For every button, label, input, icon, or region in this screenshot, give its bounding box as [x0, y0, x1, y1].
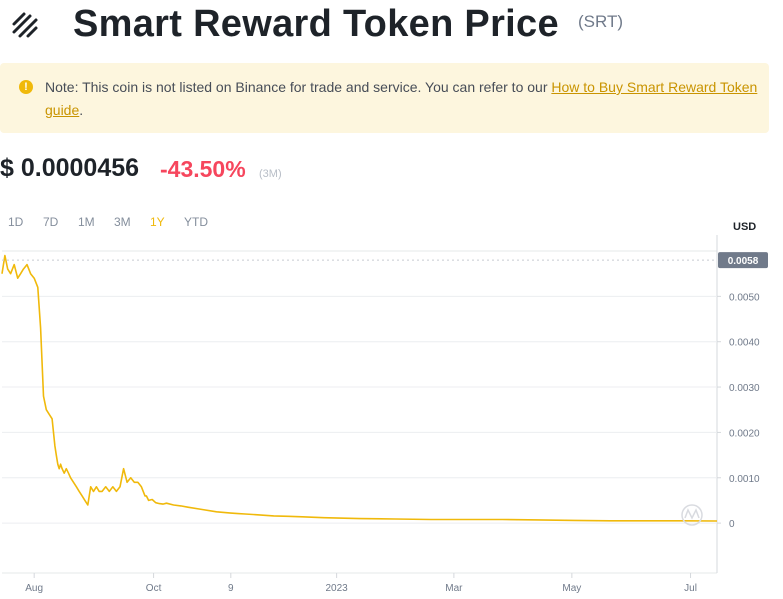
y-tick-label: 0 — [729, 519, 735, 530]
price-change-period: (3M) — [259, 168, 282, 180]
notice-banner — [0, 63, 769, 133]
x-tick-label: 9 — [228, 583, 234, 594]
x-tick-label: Mar — [445, 583, 463, 594]
binance-research-logo-icon[interactable] — [10, 10, 40, 40]
current-price-tag-label: 0.0058 — [728, 256, 759, 267]
price-chart[interactable]: USD 0.0050 0.0040 0.0030 0.0020 0.0010 0 Aug O… — [0, 205, 783, 599]
tab-3m[interactable]: 3M — [114, 215, 131, 229]
tab-1d[interactable]: 1D — [8, 215, 24, 229]
token-symbol: (SRT) — [578, 12, 624, 31]
x-axis-ticks: Aug Oct 9 2023 Mar May Jul — [25, 573, 697, 594]
chart-series — [1, 254, 718, 522]
y-axis-ticks: 0.0050 0.0040 0.0030 0.0020 0.0010 0 — [717, 292, 760, 530]
current-price-tag-bg — [718, 252, 768, 269]
y-tick-label: 0.0030 — [729, 383, 760, 394]
y-tick-label: 0.0010 — [729, 474, 760, 485]
tab-1m[interactable]: 1M — [78, 215, 95, 229]
x-tick-label: Jul — [684, 583, 697, 594]
price-change: -43.50% — [160, 156, 246, 182]
tab-1y[interactable]: 1Y — [150, 215, 165, 229]
x-tick-label: Aug — [25, 583, 43, 594]
notice-text: Note: This coin is not listed on Binance… — [45, 76, 765, 122]
y-axis-unit: USD — [733, 221, 756, 233]
x-tick-label: 2023 — [325, 583, 348, 594]
coinmarketcap-logo-icon — [681, 504, 703, 526]
page-title: Smart Reward Token Price — [73, 3, 559, 45]
current-price-tag: 0.0058 — [2, 252, 768, 269]
y-tick-label: 0.0050 — [729, 292, 760, 303]
y-tick-label: 0.0020 — [729, 428, 760, 439]
tab-ytd[interactable]: YTD — [184, 215, 208, 229]
notice-suffix: . — [79, 102, 84, 118]
chart-grid — [2, 235, 718, 574]
y-tick-label: 0.0040 — [729, 338, 760, 349]
notice-message: Note: This coin is not listed on Binance… — [45, 79, 552, 95]
current-price: $ 0.0000456 — [0, 154, 140, 182]
how-to-buy-link[interactable]: How to Buy Smart Reward Token guide — [45, 79, 758, 118]
x-tick-label: Oct — [146, 583, 162, 594]
tab-7d[interactable]: 7D — [43, 215, 59, 229]
exclamation-icon: ! — [19, 80, 33, 94]
price-line — [1, 254, 718, 522]
x-tick-label: May — [562, 583, 581, 594]
